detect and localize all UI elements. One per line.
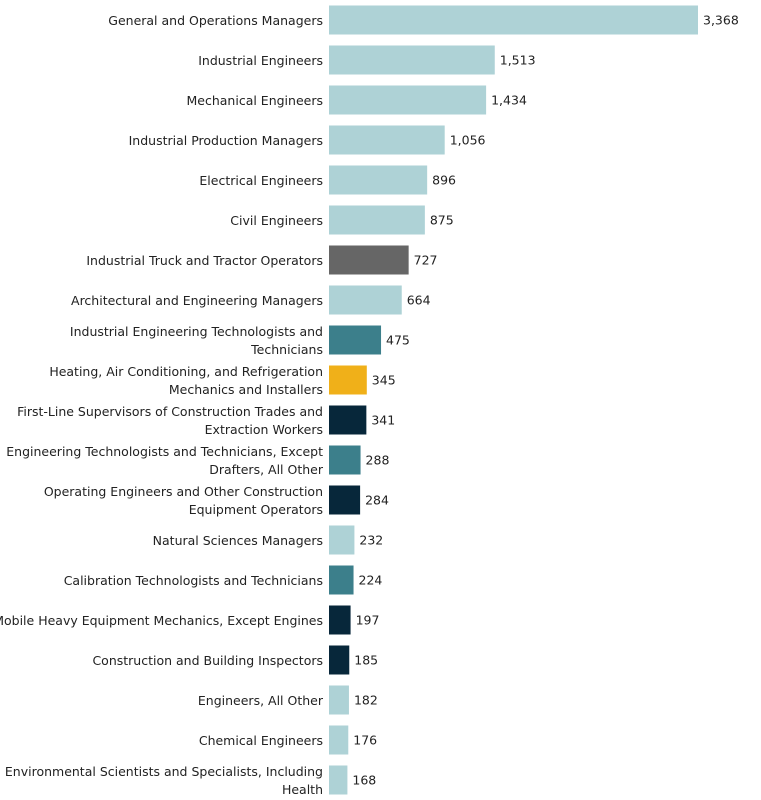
- value-label: 475: [386, 333, 410, 348]
- category-label: Heating, Air Conditioning, and Refrigera…: [49, 364, 323, 397]
- bar[interactable]: [329, 365, 367, 395]
- category-label-line: Construction and Building Inspectors: [92, 653, 323, 668]
- bar[interactable]: [329, 485, 361, 515]
- category-label-line: Chemical Engineers: [199, 733, 323, 748]
- category-label-line: Engineering Technologists and Technician…: [6, 444, 323, 459]
- bar[interactable]: [329, 5, 698, 35]
- bar[interactable]: [329, 525, 355, 555]
- bar[interactable]: [329, 45, 495, 75]
- category-label: Architectural and Engineering Managers: [71, 293, 323, 308]
- bar[interactable]: [329, 605, 351, 635]
- value-label: 1,056: [450, 133, 486, 148]
- value-label: 197: [356, 613, 380, 628]
- value-label: 232: [359, 533, 383, 548]
- value-label: 182: [354, 693, 378, 708]
- category-label-line: Industrial Engineering Technologists and: [70, 324, 323, 339]
- category-label-line: Heating, Air Conditioning, and Refrigera…: [49, 364, 323, 379]
- value-label: 288: [366, 453, 390, 468]
- bar[interactable]: [329, 205, 425, 235]
- category-label-line: Architectural and Engineering Managers: [71, 293, 323, 308]
- value-label: 3,368: [703, 13, 739, 28]
- bar[interactable]: [329, 165, 428, 195]
- bar[interactable]: [329, 645, 350, 675]
- category-label-line: Mechanics and Installers: [169, 382, 323, 397]
- category-label: Electrical Engineers: [199, 173, 323, 188]
- category-label: Engineering Technologists and Technician…: [6, 444, 324, 477]
- value-label: 185: [354, 653, 378, 668]
- value-label: 1,513: [500, 53, 536, 68]
- value-label: 168: [352, 773, 376, 788]
- value-label: 727: [414, 253, 438, 268]
- value-label: 284: [365, 493, 389, 508]
- category-label: Mechanical Engineers: [187, 93, 324, 108]
- category-label-line: Drafters, All Other: [209, 462, 324, 477]
- bar[interactable]: [329, 765, 348, 795]
- category-label: General and Operations Managers: [108, 13, 323, 28]
- category-label: Chemical Engineers: [199, 733, 323, 748]
- bar[interactable]: [329, 325, 382, 355]
- bar[interactable]: [329, 125, 445, 155]
- category-label: Construction and Building Inspectors: [92, 653, 323, 668]
- value-label: 341: [371, 413, 395, 428]
- category-label-line: Extraction Workers: [205, 422, 323, 437]
- category-label: First-Line Supervisors of Construction T…: [17, 404, 323, 437]
- category-label-line: Equipment Operators: [189, 502, 323, 517]
- category-label-line: Operating Engineers and Other Constructi…: [44, 484, 323, 499]
- bar[interactable]: [329, 685, 349, 715]
- category-label-line: Calibration Technologists and Technician…: [64, 573, 323, 588]
- value-label: 345: [372, 373, 396, 388]
- value-label: 875: [430, 213, 454, 228]
- category-label-line: Industrial Production Managers: [129, 133, 323, 148]
- category-label: Industrial Truck and Tractor Operators: [86, 253, 323, 268]
- category-label-line: Environmental Scientists and Specialists…: [5, 764, 323, 779]
- category-label: Industrial Production Managers: [129, 133, 323, 148]
- category-label: Industrial Engineers: [198, 53, 323, 68]
- bar[interactable]: [329, 725, 349, 755]
- bar[interactable]: [329, 445, 361, 475]
- value-label: 896: [432, 173, 456, 188]
- category-label: Industrial Engineering Technologists and…: [70, 324, 323, 357]
- category-label-line: Health: [282, 782, 323, 797]
- value-label: 224: [359, 573, 383, 588]
- bar[interactable]: [329, 565, 354, 595]
- category-label-line: Civil Engineers: [230, 213, 323, 228]
- category-label-line: Natural Sciences Managers: [153, 533, 323, 548]
- category-label-line: Technicians: [250, 342, 323, 357]
- category-label: Environmental Scientists and Specialists…: [5, 764, 323, 797]
- bar[interactable]: [329, 285, 402, 315]
- category-label: Operating Engineers and Other Constructi…: [44, 484, 323, 517]
- category-label: Natural Sciences Managers: [153, 533, 323, 548]
- category-label: Engineers, All Other: [198, 693, 324, 708]
- value-label: 664: [407, 293, 431, 308]
- category-label: Mobile Heavy Equipment Mechanics, Except…: [0, 613, 323, 628]
- category-label-line: Industrial Truck and Tractor Operators: [86, 253, 323, 268]
- value-label: 176: [353, 733, 377, 748]
- bar[interactable]: [329, 405, 367, 435]
- category-label: Civil Engineers: [230, 213, 323, 228]
- category-label-line: Engineers, All Other: [198, 693, 324, 708]
- category-label-line: First-Line Supervisors of Construction T…: [17, 404, 323, 419]
- category-label: Calibration Technologists and Technician…: [64, 573, 323, 588]
- bar[interactable]: [329, 245, 409, 275]
- category-label-line: General and Operations Managers: [108, 13, 323, 28]
- category-label-line: Electrical Engineers: [199, 173, 323, 188]
- value-label: 1,434: [491, 93, 527, 108]
- bar[interactable]: [329, 85, 487, 115]
- category-label-line: Mobile Heavy Equipment Mechanics, Except…: [0, 613, 323, 628]
- category-label-line: Mechanical Engineers: [187, 93, 324, 108]
- category-label-line: Industrial Engineers: [198, 53, 323, 68]
